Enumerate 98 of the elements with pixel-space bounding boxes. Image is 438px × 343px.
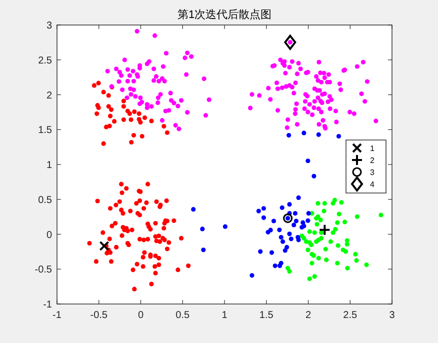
y-tick-label: 1 — [46, 160, 52, 171]
point — [286, 132, 292, 138]
legend-label: 3 — [370, 168, 375, 177]
point — [312, 274, 317, 279]
x-tick-label: 0 — [138, 310, 144, 321]
point — [336, 212, 342, 216]
point — [191, 207, 196, 212]
point — [336, 134, 342, 139]
point — [318, 218, 323, 222]
point — [345, 266, 350, 270]
legend-label: 2 — [370, 156, 375, 165]
point — [292, 211, 298, 216]
point — [256, 208, 261, 214]
point — [339, 200, 344, 205]
point — [307, 229, 312, 234]
x-tick-label: 3 — [389, 310, 396, 321]
point — [292, 222, 296, 228]
point — [287, 202, 292, 207]
point — [323, 246, 328, 252]
point — [287, 232, 292, 236]
point — [316, 132, 321, 137]
point — [312, 174, 316, 178]
point — [306, 248, 310, 252]
point — [324, 258, 329, 262]
point — [269, 250, 274, 255]
y-tick-label: 2.5 — [38, 55, 52, 66]
point — [335, 220, 340, 225]
point — [306, 158, 310, 164]
point — [278, 234, 284, 240]
legend-label: 1 — [370, 144, 375, 153]
point — [271, 218, 276, 224]
point — [364, 262, 369, 268]
point — [316, 256, 321, 260]
point — [328, 239, 333, 244]
point — [322, 208, 326, 214]
point — [378, 212, 384, 218]
point — [261, 206, 266, 211]
point — [333, 227, 338, 232]
y-tick-label: 0.5 — [38, 194, 52, 206]
point — [353, 252, 358, 256]
point — [99, 240, 110, 251]
point — [287, 269, 292, 274]
legend-label: 4 — [370, 180, 375, 189]
point — [201, 248, 206, 252]
point — [312, 230, 317, 235]
point — [318, 224, 331, 236]
y-tick-label: 1.5 — [38, 125, 52, 136]
point — [314, 222, 320, 227]
point — [316, 201, 320, 206]
y-tick-label: 3 — [46, 20, 52, 32]
point — [302, 130, 306, 136]
y-tick-label: 0 — [46, 230, 52, 241]
point — [258, 249, 263, 254]
point — [261, 215, 266, 220]
point — [277, 228, 282, 232]
point — [296, 238, 301, 242]
point — [335, 260, 340, 266]
point — [307, 276, 312, 282]
point — [342, 220, 348, 224]
point — [306, 211, 311, 216]
point — [354, 258, 359, 263]
point — [296, 195, 301, 200]
point — [336, 243, 340, 248]
point — [277, 263, 282, 268]
point — [306, 218, 310, 223]
point — [330, 201, 336, 206]
x-tick-label: 1.5 — [259, 310, 274, 321]
y-tick-label: -1 — [43, 300, 52, 310]
x-tick-label: 1 — [222, 310, 228, 321]
point — [288, 236, 294, 242]
point — [284, 244, 290, 250]
point — [344, 242, 350, 247]
x-tick-label: 2.5 — [343, 310, 358, 321]
point — [222, 224, 228, 229]
y-tick-label: -0.5 — [34, 264, 52, 276]
x-tick-label: -0.5 — [90, 310, 108, 321]
point — [294, 218, 298, 224]
point — [284, 34, 296, 50]
point — [319, 236, 324, 241]
point — [310, 260, 314, 266]
point — [308, 242, 314, 248]
point — [343, 249, 348, 254]
point — [280, 205, 284, 210]
point — [302, 236, 306, 241]
point — [283, 213, 293, 224]
point — [266, 230, 270, 234]
chart-title: 第1次迭代后散点图 — [177, 8, 272, 21]
point — [280, 239, 286, 244]
point — [200, 226, 205, 232]
y-tick-label: 2 — [46, 90, 52, 102]
x-tick-label: 2 — [305, 310, 312, 321]
point — [282, 248, 288, 253]
point — [250, 273, 254, 278]
point — [330, 230, 336, 235]
point — [322, 201, 327, 206]
x-tick-label: 0.5 — [176, 310, 190, 321]
point — [354, 214, 360, 219]
point — [272, 263, 278, 268]
